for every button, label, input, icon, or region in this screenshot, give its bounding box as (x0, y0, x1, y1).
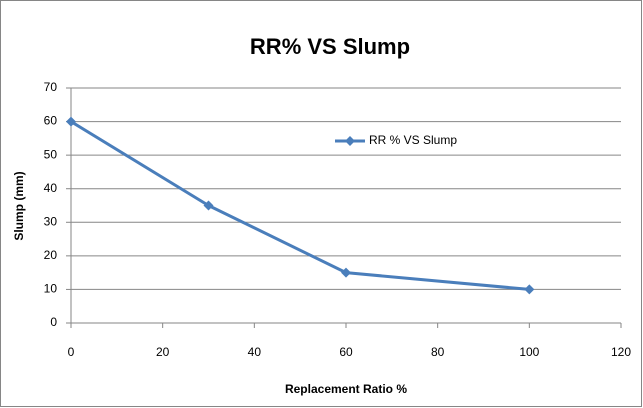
marker (66, 116, 76, 127)
y-tick-label: 70 (44, 80, 58, 94)
x-tick-label: 40 (248, 345, 262, 359)
marker (203, 200, 214, 211)
y-tick-label: 60 (44, 114, 58, 128)
x-tick-label: 100 (519, 345, 539, 359)
y-tick-label: 30 (44, 214, 58, 228)
y-tick-label: 10 (44, 282, 58, 296)
chart-title: RR% VS Slump (250, 34, 410, 59)
marker (524, 284, 535, 295)
y-tick-label: 50 (44, 147, 58, 161)
y-tick-label: 20 (44, 248, 58, 262)
y-tick-label: 40 (44, 181, 58, 195)
legend-label: RR % VS Slump (369, 133, 457, 147)
series-line (70, 120, 530, 291)
x-tick-label: 0 (68, 345, 75, 359)
x-tick-label: 60 (339, 345, 353, 359)
x-tick-label: 20 (156, 345, 170, 359)
y-axis-title: Slump (mm) (12, 171, 26, 240)
marker (341, 267, 351, 278)
x-tick-label: 80 (431, 345, 445, 359)
legend-marker (345, 136, 355, 146)
x-axis-title: Replacement Ratio % (285, 382, 407, 396)
x-tick-label: 120 (611, 345, 631, 359)
y-tick-label: 0 (50, 315, 57, 329)
